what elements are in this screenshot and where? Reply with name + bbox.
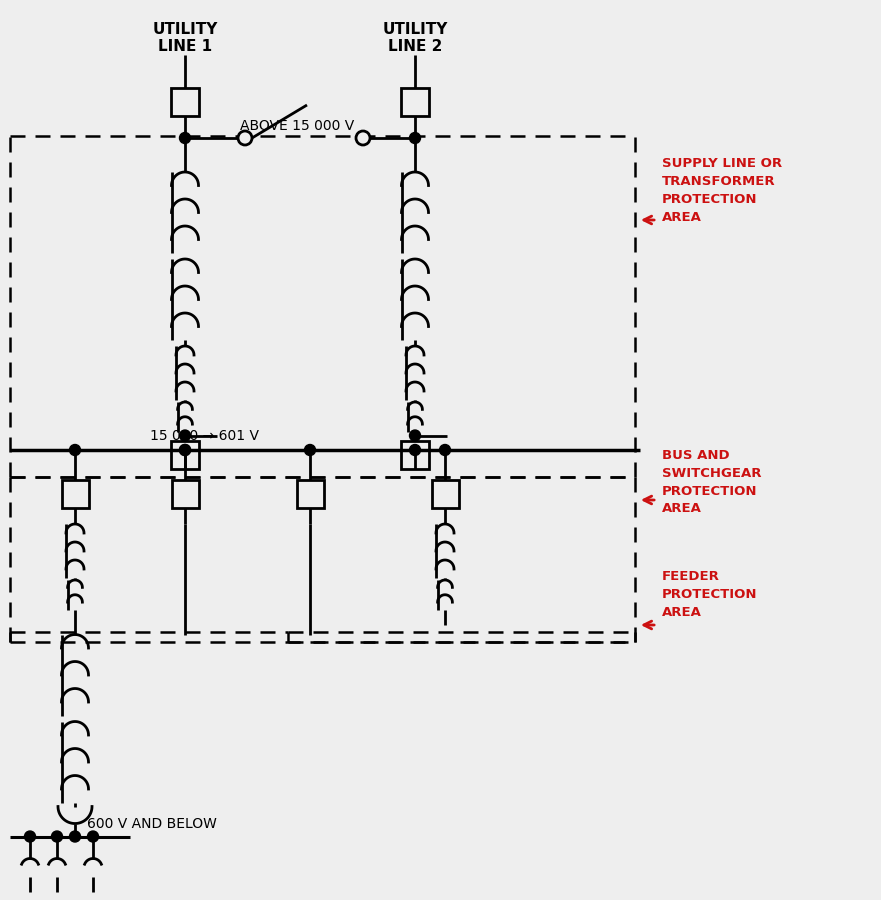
Circle shape: [440, 445, 450, 455]
Circle shape: [356, 131, 370, 145]
Bar: [172, 481, 198, 508]
Bar: [171, 440, 199, 469]
Circle shape: [51, 831, 63, 842]
Bar: [401, 88, 429, 116]
Circle shape: [25, 831, 35, 842]
Circle shape: [410, 445, 420, 455]
Bar: [171, 88, 199, 116]
Text: UTILITY
LINE 2: UTILITY LINE 2: [382, 22, 448, 54]
Circle shape: [180, 445, 190, 455]
Text: ABOVE 15 000 V: ABOVE 15 000 V: [240, 119, 354, 133]
Text: 15 000 → 601 V: 15 000 → 601 V: [150, 429, 259, 443]
Text: SUPPLY LINE OR
TRANSFORMER
PROTECTION
AREA: SUPPLY LINE OR TRANSFORMER PROTECTION AR…: [662, 157, 782, 223]
Bar: [401, 440, 429, 469]
Bar: [297, 481, 323, 508]
Bar: [432, 481, 458, 508]
Circle shape: [410, 430, 420, 441]
Circle shape: [305, 445, 315, 455]
Circle shape: [70, 445, 80, 455]
Text: BUS AND
SWITCHGEAR
PROTECTION
AREA: BUS AND SWITCHGEAR PROTECTION AREA: [662, 448, 761, 516]
Circle shape: [180, 132, 190, 143]
Text: 600 V AND BELOW: 600 V AND BELOW: [87, 816, 217, 831]
Circle shape: [180, 430, 190, 441]
Circle shape: [410, 132, 420, 143]
Bar: [62, 481, 88, 508]
Text: UTILITY
LINE 1: UTILITY LINE 1: [152, 22, 218, 54]
Text: FEEDER
PROTECTION
AREA: FEEDER PROTECTION AREA: [662, 571, 758, 619]
Circle shape: [238, 131, 252, 145]
Circle shape: [70, 831, 80, 842]
Circle shape: [180, 445, 190, 455]
Circle shape: [87, 831, 99, 842]
